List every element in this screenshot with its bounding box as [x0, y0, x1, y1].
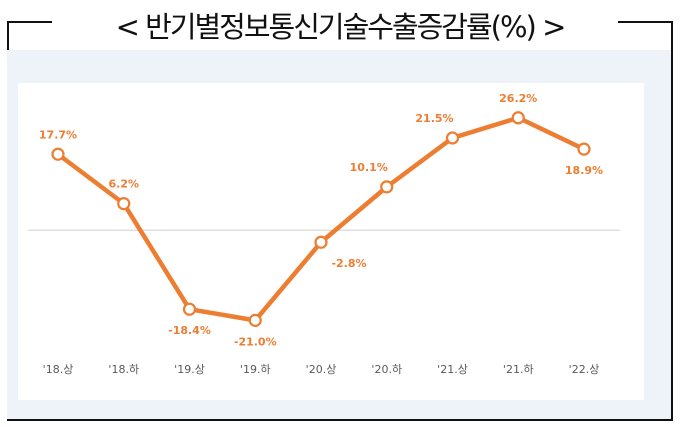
- x-tick-label: '21.하: [503, 362, 534, 376]
- data-points: [51, 111, 591, 327]
- chart-title: < 반기별정보통신기술수출증감률(%) >: [115, 10, 567, 44]
- frame-top-left: [7, 21, 52, 23]
- x-tick-label: '22.상: [569, 363, 600, 376]
- data-point: [248, 313, 262, 327]
- frame-bottom: [7, 419, 673, 421]
- x-tick-labels: '18.상 '18.하 '19.상 '19.하 '20.상 '20.하 '21.상 '21.하…: [43, 362, 600, 376]
- data-labels: 17.7% 6.2% -18.4% -21.0% -2.8% 10.1% 21.5% 26.2…: [39, 92, 603, 349]
- x-tick-label: '21.상: [437, 363, 468, 376]
- data-label: 21.5%: [415, 112, 453, 125]
- data-point: [577, 142, 591, 156]
- data-label: 18.9%: [565, 164, 603, 177]
- data-label: -18.4%: [168, 324, 211, 337]
- data-point: [117, 197, 131, 211]
- frame-top-right: [618, 21, 673, 23]
- data-point: [445, 131, 460, 145]
- data-point: [51, 147, 65, 161]
- x-tick-label: '18.상: [43, 363, 74, 376]
- series-line: [55, 115, 587, 323]
- data-label: 6.2%: [108, 178, 139, 191]
- x-tick-label: '18.하: [108, 362, 139, 376]
- data-label: 10.1%: [350, 161, 388, 174]
- frame-right: [671, 21, 673, 421]
- x-tick-label: '20.하: [371, 362, 402, 376]
- data-point: [182, 302, 197, 316]
- data-point: [511, 111, 525, 125]
- data-label: -21.0%: [234, 335, 277, 348]
- data-label: -2.8%: [331, 257, 366, 270]
- x-tick-label: '20.상: [306, 363, 337, 376]
- x-tick-label: '19.하: [240, 362, 271, 376]
- x-tick-label: '19.상: [174, 363, 205, 376]
- data-label: 26.2%: [499, 92, 537, 105]
- data-label: 17.7%: [39, 128, 77, 141]
- plot-area: [18, 83, 644, 400]
- data-point: [314, 235, 328, 249]
- data-point: [380, 180, 394, 194]
